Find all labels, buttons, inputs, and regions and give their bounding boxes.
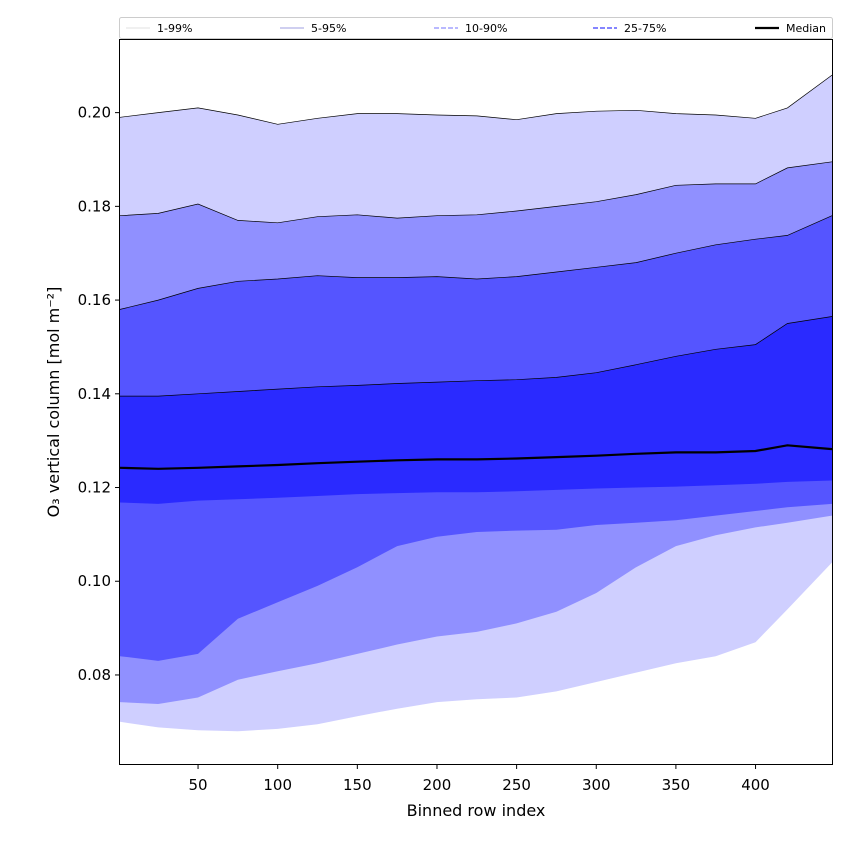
x-tick-label: 250: [502, 776, 531, 794]
x-tick-label: 200: [423, 776, 452, 794]
band-upper-edge-5-95%: [119, 161, 833, 224]
x-axis-label: Binned row index: [407, 801, 546, 820]
band-25-75%: [120, 316, 832, 504]
y-tick-label: 0.10: [78, 572, 111, 590]
legend: 1-99% 5-95% 10-90% 25-75% Median: [119, 17, 833, 39]
plot-frame: [119, 39, 833, 765]
y-tick-label: 0.08: [78, 666, 111, 684]
x-ticks: 50 100 150 200 250 300 350 400: [189, 764, 770, 794]
legend-label-1-99%: 1-99%: [157, 22, 192, 35]
band-upper-edge-25-75%: [120, 316, 833, 397]
y-axis-label: O₃ vertical column [mol m⁻²]: [44, 287, 63, 518]
legend-label-5-95%: 5-95%: [311, 22, 346, 35]
x-tick-label: 150: [343, 776, 372, 794]
y-tick-label: 0.20: [78, 104, 111, 122]
band-upper-edge-1-99%: [119, 74, 833, 125]
x-tick-label: 100: [263, 776, 292, 794]
y-tick-label: 0.18: [78, 197, 111, 215]
legend-label-25-75%: 25-75%: [624, 22, 666, 35]
median-line: [119, 444, 833, 470]
legend-label-10-90%: 10-90%: [465, 22, 507, 35]
y-tick-label: 0.14: [78, 385, 111, 403]
median-layer: [119, 444, 833, 470]
band-upper-edge-10-90%: [119, 215, 833, 310]
legend-box: [119, 17, 833, 39]
x-tick-label: 300: [582, 776, 611, 794]
y-tick-label: 0.16: [78, 291, 111, 309]
y-ticks: 0.08 0.10 0.12 0.14 0.16 0.18 0.20: [78, 104, 120, 684]
legend-label-Median: Median: [786, 22, 826, 35]
x-tick-label: 350: [662, 776, 691, 794]
x-tick-label: 400: [741, 776, 770, 794]
bands-layer: [119, 74, 833, 732]
x-tick-label: 50: [189, 776, 208, 794]
y-tick-label: 0.12: [78, 479, 111, 497]
